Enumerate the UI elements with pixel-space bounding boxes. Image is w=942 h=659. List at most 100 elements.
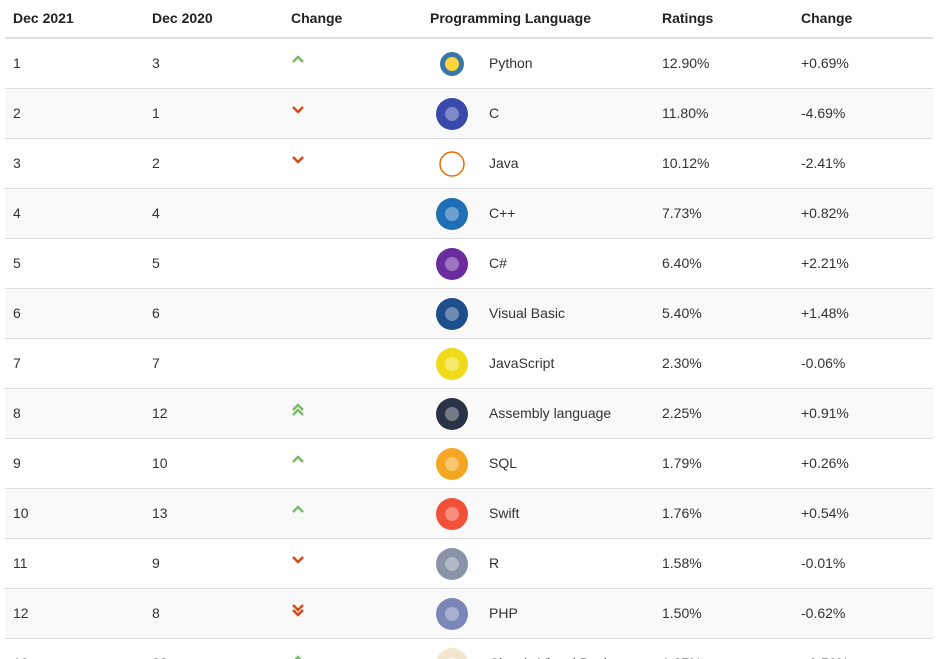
- icon-inner: [445, 157, 459, 171]
- icon-inner: [445, 407, 459, 421]
- table-row: 2 1 C 11.80% -4.69%: [5, 89, 933, 139]
- table-cell: 4: [152, 205, 160, 221]
- language-icon: [436, 298, 468, 330]
- arrow-up: [294, 655, 302, 659]
- language-icon: [436, 548, 468, 580]
- table-cell: 2.30%: [662, 355, 702, 371]
- table-header: Dec 2021 Dec 2020 Change Programming Langua…: [5, 0, 933, 39]
- table-cell: 8: [13, 405, 21, 421]
- table-cell: 3: [152, 55, 160, 71]
- header-cell: Dec 2021: [13, 10, 74, 26]
- language-icon: [436, 198, 468, 230]
- language-name: Visual Basic: [489, 305, 566, 321]
- arrow-down: [292, 604, 304, 617]
- chevron: [294, 655, 302, 659]
- table-row: 3 2 Java 10.12% -2.41%: [5, 139, 933, 189]
- icon-inner: [445, 57, 459, 71]
- arrow-up: [292, 455, 304, 463]
- table-cell: 5.40%: [662, 305, 702, 321]
- table-cell: 2.25%: [662, 405, 702, 421]
- icon-inner: [445, 557, 459, 571]
- table-row: 6 6 Visual Basic 5.40% +1.48%: [5, 289, 933, 339]
- table-cell: 13: [13, 639, 29, 659]
- language-name: PHP: [489, 605, 518, 621]
- table-cell: 12: [13, 605, 29, 621]
- table-cell: 11.80%: [662, 105, 709, 121]
- table-cell: 9: [152, 555, 160, 571]
- chevron: [292, 106, 304, 114]
- icon-circle: [436, 198, 468, 230]
- table-row: 1 3 Python 12.90% +0.69%: [5, 39, 933, 89]
- language-icon: [436, 248, 468, 280]
- table-cell: +1.48%: [801, 305, 849, 321]
- language-name: R: [489, 555, 500, 571]
- table-cell: -0.01%: [801, 555, 846, 571]
- language-icon: [436, 598, 468, 630]
- icon-circle: [436, 648, 468, 659]
- language-icon: [440, 52, 464, 76]
- chevron: [292, 505, 304, 513]
- table-cell: 12: [152, 405, 168, 421]
- icon-inner: [445, 507, 459, 521]
- table-cell: 7: [13, 355, 21, 371]
- table-cell: +0.69%: [801, 55, 849, 71]
- header-cell: Ratings: [662, 10, 714, 26]
- table-cell: +0.26%: [801, 455, 849, 471]
- table-row: 11 9 R 1.58% -0.01%: [5, 539, 933, 589]
- chevron: [292, 156, 304, 164]
- chevron: [292, 604, 304, 612]
- language-name: Python: [489, 55, 533, 71]
- table-cell: -2.41%: [801, 155, 846, 171]
- table-cell: 6: [13, 305, 21, 321]
- table-cell: 1.79%: [662, 455, 702, 471]
- header-cell: Programming Language: [430, 10, 592, 26]
- table-cell: +0.54%: [801, 505, 849, 521]
- header-cell: Change: [291, 10, 343, 26]
- table-cell: 1: [13, 55, 21, 71]
- table-cell: 1.76%: [662, 505, 702, 521]
- table-row: 7 7 JavaScript 2.30% -0.06%: [5, 339, 933, 389]
- table-row: 5 5 C# 6.40% +2.21%: [5, 239, 933, 289]
- header-cell: Change: [801, 10, 853, 26]
- arrow-down: [292, 156, 304, 164]
- language-name: C#: [489, 255, 507, 271]
- table-cell: 10: [152, 455, 168, 471]
- language-name: Classic Visual Basic: [489, 639, 614, 659]
- table-row: 12 8 PHP 1.50% -0.62%: [5, 589, 933, 639]
- table-cell: 8: [152, 605, 160, 621]
- language-icon: [436, 98, 468, 130]
- table-cell: 3: [13, 155, 21, 171]
- table-cell: 1.58%: [662, 555, 702, 571]
- table-cell: 10.12%: [662, 155, 710, 171]
- table-cell: 7.73%: [662, 205, 702, 221]
- chevron: [292, 455, 304, 463]
- table-cell: 13: [152, 505, 168, 521]
- icon-inner: [445, 257, 459, 271]
- table-cell: 6.40%: [662, 255, 702, 271]
- language-icon: [439, 151, 465, 177]
- language-name: SQL: [489, 455, 518, 471]
- chevron: [292, 609, 304, 617]
- arrow-down: [292, 556, 304, 564]
- table-cell: 2: [152, 155, 160, 171]
- icon-circle: [436, 498, 468, 530]
- icon-inner: [445, 107, 459, 121]
- table-row: 9 10 SQL 1.79% +0.26%: [5, 439, 933, 489]
- icon-circle: [436, 548, 468, 580]
- arrow-down: [292, 106, 304, 114]
- language-name: Java: [489, 155, 519, 171]
- table-cell: 1: [152, 105, 160, 121]
- table-cell: 10: [13, 505, 29, 521]
- language-icon: [436, 348, 468, 380]
- table-cell: 4: [13, 205, 21, 221]
- table-cell: -4.69%: [801, 105, 846, 121]
- language-name: Swift: [489, 505, 520, 521]
- table-cell: 11: [13, 555, 28, 571]
- table-row: 10 13 Swift 1.76% +0.54%: [5, 489, 933, 539]
- ranking-table: Dec 2021 Dec 2020 Change Programming Langua…: [5, 0, 933, 659]
- chevron: [292, 55, 304, 63]
- chevron: [292, 556, 304, 564]
- language-icon: [436, 398, 468, 430]
- language-icon: [436, 648, 468, 659]
